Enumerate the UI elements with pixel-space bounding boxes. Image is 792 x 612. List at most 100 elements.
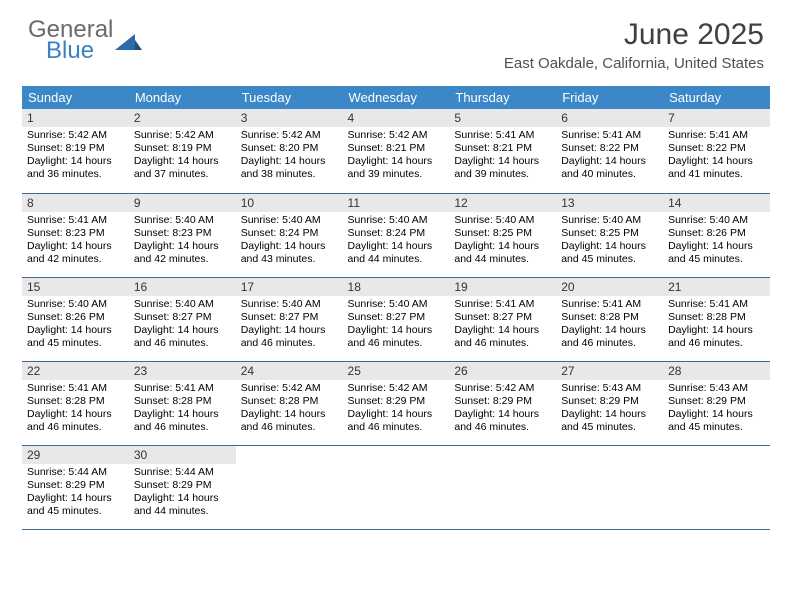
calendar-day-cell: 18Sunrise: 5:40 AMSunset: 8:27 PMDayligh… <box>343 277 450 361</box>
sunset-text: Sunset: 8:29 PM <box>27 479 124 492</box>
logo-text: General Blue <box>28 18 113 63</box>
daylight-text: Daylight: 14 hours and 39 minutes. <box>454 155 551 181</box>
location-text: East Oakdale, California, United States <box>504 55 764 72</box>
sunrise-text: Sunrise: 5:41 AM <box>668 129 765 142</box>
calendar-table: Sunday Monday Tuesday Wednesday Thursday… <box>22 86 770 530</box>
day-details: Sunrise: 5:43 AMSunset: 8:29 PMDaylight:… <box>556 380 663 437</box>
daylight-text: Daylight: 14 hours and 38 minutes. <box>241 155 338 181</box>
day-number: 13 <box>556 194 663 212</box>
sunset-text: Sunset: 8:28 PM <box>27 395 124 408</box>
day-number: 15 <box>22 278 129 296</box>
sunset-text: Sunset: 8:22 PM <box>561 142 658 155</box>
sunset-text: Sunset: 8:24 PM <box>241 227 338 240</box>
weekday-header: Friday <box>556 86 663 109</box>
calendar-day-cell: 2Sunrise: 5:42 AMSunset: 8:19 PMDaylight… <box>129 109 236 193</box>
sunrise-text: Sunrise: 5:40 AM <box>241 214 338 227</box>
calendar-day-cell: 9Sunrise: 5:40 AMSunset: 8:23 PMDaylight… <box>129 193 236 277</box>
day-details: Sunrise: 5:42 AMSunset: 8:19 PMDaylight:… <box>129 127 236 184</box>
day-number: 10 <box>236 194 343 212</box>
sunset-text: Sunset: 8:28 PM <box>668 311 765 324</box>
day-details: Sunrise: 5:41 AMSunset: 8:22 PMDaylight:… <box>663 127 770 184</box>
day-details: Sunrise: 5:40 AMSunset: 8:26 PMDaylight:… <box>22 296 129 353</box>
day-details: Sunrise: 5:44 AMSunset: 8:29 PMDaylight:… <box>22 464 129 521</box>
sunrise-text: Sunrise: 5:41 AM <box>561 298 658 311</box>
day-details: Sunrise: 5:42 AMSunset: 8:29 PMDaylight:… <box>449 380 556 437</box>
day-details: Sunrise: 5:41 AMSunset: 8:28 PMDaylight:… <box>22 380 129 437</box>
sunrise-text: Sunrise: 5:42 AM <box>134 129 231 142</box>
daylight-text: Daylight: 14 hours and 46 minutes. <box>454 408 551 434</box>
daylight-text: Daylight: 14 hours and 36 minutes. <box>27 155 124 181</box>
day-number: 21 <box>663 278 770 296</box>
calendar-week-row: 1Sunrise: 5:42 AMSunset: 8:19 PMDaylight… <box>22 109 770 193</box>
sunrise-text: Sunrise: 5:43 AM <box>561 382 658 395</box>
logo-triangle-icon <box>115 30 143 54</box>
daylight-text: Daylight: 14 hours and 46 minutes. <box>27 408 124 434</box>
daylight-text: Daylight: 14 hours and 45 minutes. <box>561 240 658 266</box>
calendar-day-cell: 3Sunrise: 5:42 AMSunset: 8:20 PMDaylight… <box>236 109 343 193</box>
sunset-text: Sunset: 8:27 PM <box>241 311 338 324</box>
sunset-text: Sunset: 8:29 PM <box>668 395 765 408</box>
day-number: 2 <box>129 109 236 127</box>
day-number: 11 <box>343 194 450 212</box>
daylight-text: Daylight: 14 hours and 45 minutes. <box>561 408 658 434</box>
sunset-text: Sunset: 8:21 PM <box>454 142 551 155</box>
day-details: Sunrise: 5:43 AMSunset: 8:29 PMDaylight:… <box>663 380 770 437</box>
sunset-text: Sunset: 8:29 PM <box>134 479 231 492</box>
calendar-day-cell <box>449 445 556 529</box>
day-number: 4 <box>343 109 450 127</box>
day-details: Sunrise: 5:42 AMSunset: 8:21 PMDaylight:… <box>343 127 450 184</box>
calendar-week-row: 29Sunrise: 5:44 AMSunset: 8:29 PMDayligh… <box>22 445 770 529</box>
daylight-text: Daylight: 14 hours and 45 minutes. <box>668 240 765 266</box>
sunrise-text: Sunrise: 5:40 AM <box>241 298 338 311</box>
sunrise-text: Sunrise: 5:42 AM <box>241 129 338 142</box>
sunrise-text: Sunrise: 5:41 AM <box>561 129 658 142</box>
calendar-day-cell: 26Sunrise: 5:42 AMSunset: 8:29 PMDayligh… <box>449 361 556 445</box>
day-details: Sunrise: 5:41 AMSunset: 8:28 PMDaylight:… <box>663 296 770 353</box>
sunset-text: Sunset: 8:23 PM <box>27 227 124 240</box>
daylight-text: Daylight: 14 hours and 45 minutes. <box>668 408 765 434</box>
calendar-day-cell: 21Sunrise: 5:41 AMSunset: 8:28 PMDayligh… <box>663 277 770 361</box>
sunset-text: Sunset: 8:28 PM <box>561 311 658 324</box>
day-number: 27 <box>556 362 663 380</box>
calendar-day-cell: 11Sunrise: 5:40 AMSunset: 8:24 PMDayligh… <box>343 193 450 277</box>
day-details: Sunrise: 5:42 AMSunset: 8:29 PMDaylight:… <box>343 380 450 437</box>
day-details: Sunrise: 5:40 AMSunset: 8:24 PMDaylight:… <box>236 212 343 269</box>
sunrise-text: Sunrise: 5:42 AM <box>348 382 445 395</box>
day-number: 5 <box>449 109 556 127</box>
calendar-day-cell: 23Sunrise: 5:41 AMSunset: 8:28 PMDayligh… <box>129 361 236 445</box>
day-number: 22 <box>22 362 129 380</box>
calendar-day-cell: 4Sunrise: 5:42 AMSunset: 8:21 PMDaylight… <box>343 109 450 193</box>
calendar-day-cell <box>236 445 343 529</box>
sunrise-text: Sunrise: 5:41 AM <box>668 298 765 311</box>
day-details: Sunrise: 5:40 AMSunset: 8:25 PMDaylight:… <box>556 212 663 269</box>
sunrise-text: Sunrise: 5:42 AM <box>348 129 445 142</box>
day-details: Sunrise: 5:42 AMSunset: 8:20 PMDaylight:… <box>236 127 343 184</box>
calendar-day-cell: 30Sunrise: 5:44 AMSunset: 8:29 PMDayligh… <box>129 445 236 529</box>
calendar-day-cell: 12Sunrise: 5:40 AMSunset: 8:25 PMDayligh… <box>449 193 556 277</box>
day-details: Sunrise: 5:40 AMSunset: 8:27 PMDaylight:… <box>236 296 343 353</box>
sunrise-text: Sunrise: 5:40 AM <box>348 298 445 311</box>
sunset-text: Sunset: 8:22 PM <box>668 142 765 155</box>
sunrise-text: Sunrise: 5:42 AM <box>454 382 551 395</box>
calendar-day-cell: 25Sunrise: 5:42 AMSunset: 8:29 PMDayligh… <box>343 361 450 445</box>
day-number: 12 <box>449 194 556 212</box>
calendar-day-cell: 24Sunrise: 5:42 AMSunset: 8:28 PMDayligh… <box>236 361 343 445</box>
daylight-text: Daylight: 14 hours and 46 minutes. <box>241 324 338 350</box>
sunrise-text: Sunrise: 5:40 AM <box>348 214 445 227</box>
sunset-text: Sunset: 8:26 PM <box>668 227 765 240</box>
calendar-week-row: 15Sunrise: 5:40 AMSunset: 8:26 PMDayligh… <box>22 277 770 361</box>
sunrise-text: Sunrise: 5:41 AM <box>27 214 124 227</box>
day-details: Sunrise: 5:41 AMSunset: 8:28 PMDaylight:… <box>556 296 663 353</box>
daylight-text: Daylight: 14 hours and 46 minutes. <box>241 408 338 434</box>
day-details: Sunrise: 5:40 AMSunset: 8:25 PMDaylight:… <box>449 212 556 269</box>
sunset-text: Sunset: 8:19 PM <box>27 142 124 155</box>
day-details: Sunrise: 5:40 AMSunset: 8:27 PMDaylight:… <box>129 296 236 353</box>
day-number: 23 <box>129 362 236 380</box>
day-details: Sunrise: 5:42 AMSunset: 8:19 PMDaylight:… <box>22 127 129 184</box>
sunset-text: Sunset: 8:26 PM <box>27 311 124 324</box>
sunset-text: Sunset: 8:25 PM <box>561 227 658 240</box>
calendar-day-cell: 6Sunrise: 5:41 AMSunset: 8:22 PMDaylight… <box>556 109 663 193</box>
sunset-text: Sunset: 8:21 PM <box>348 142 445 155</box>
calendar-day-cell: 19Sunrise: 5:41 AMSunset: 8:27 PMDayligh… <box>449 277 556 361</box>
daylight-text: Daylight: 14 hours and 46 minutes. <box>668 324 765 350</box>
